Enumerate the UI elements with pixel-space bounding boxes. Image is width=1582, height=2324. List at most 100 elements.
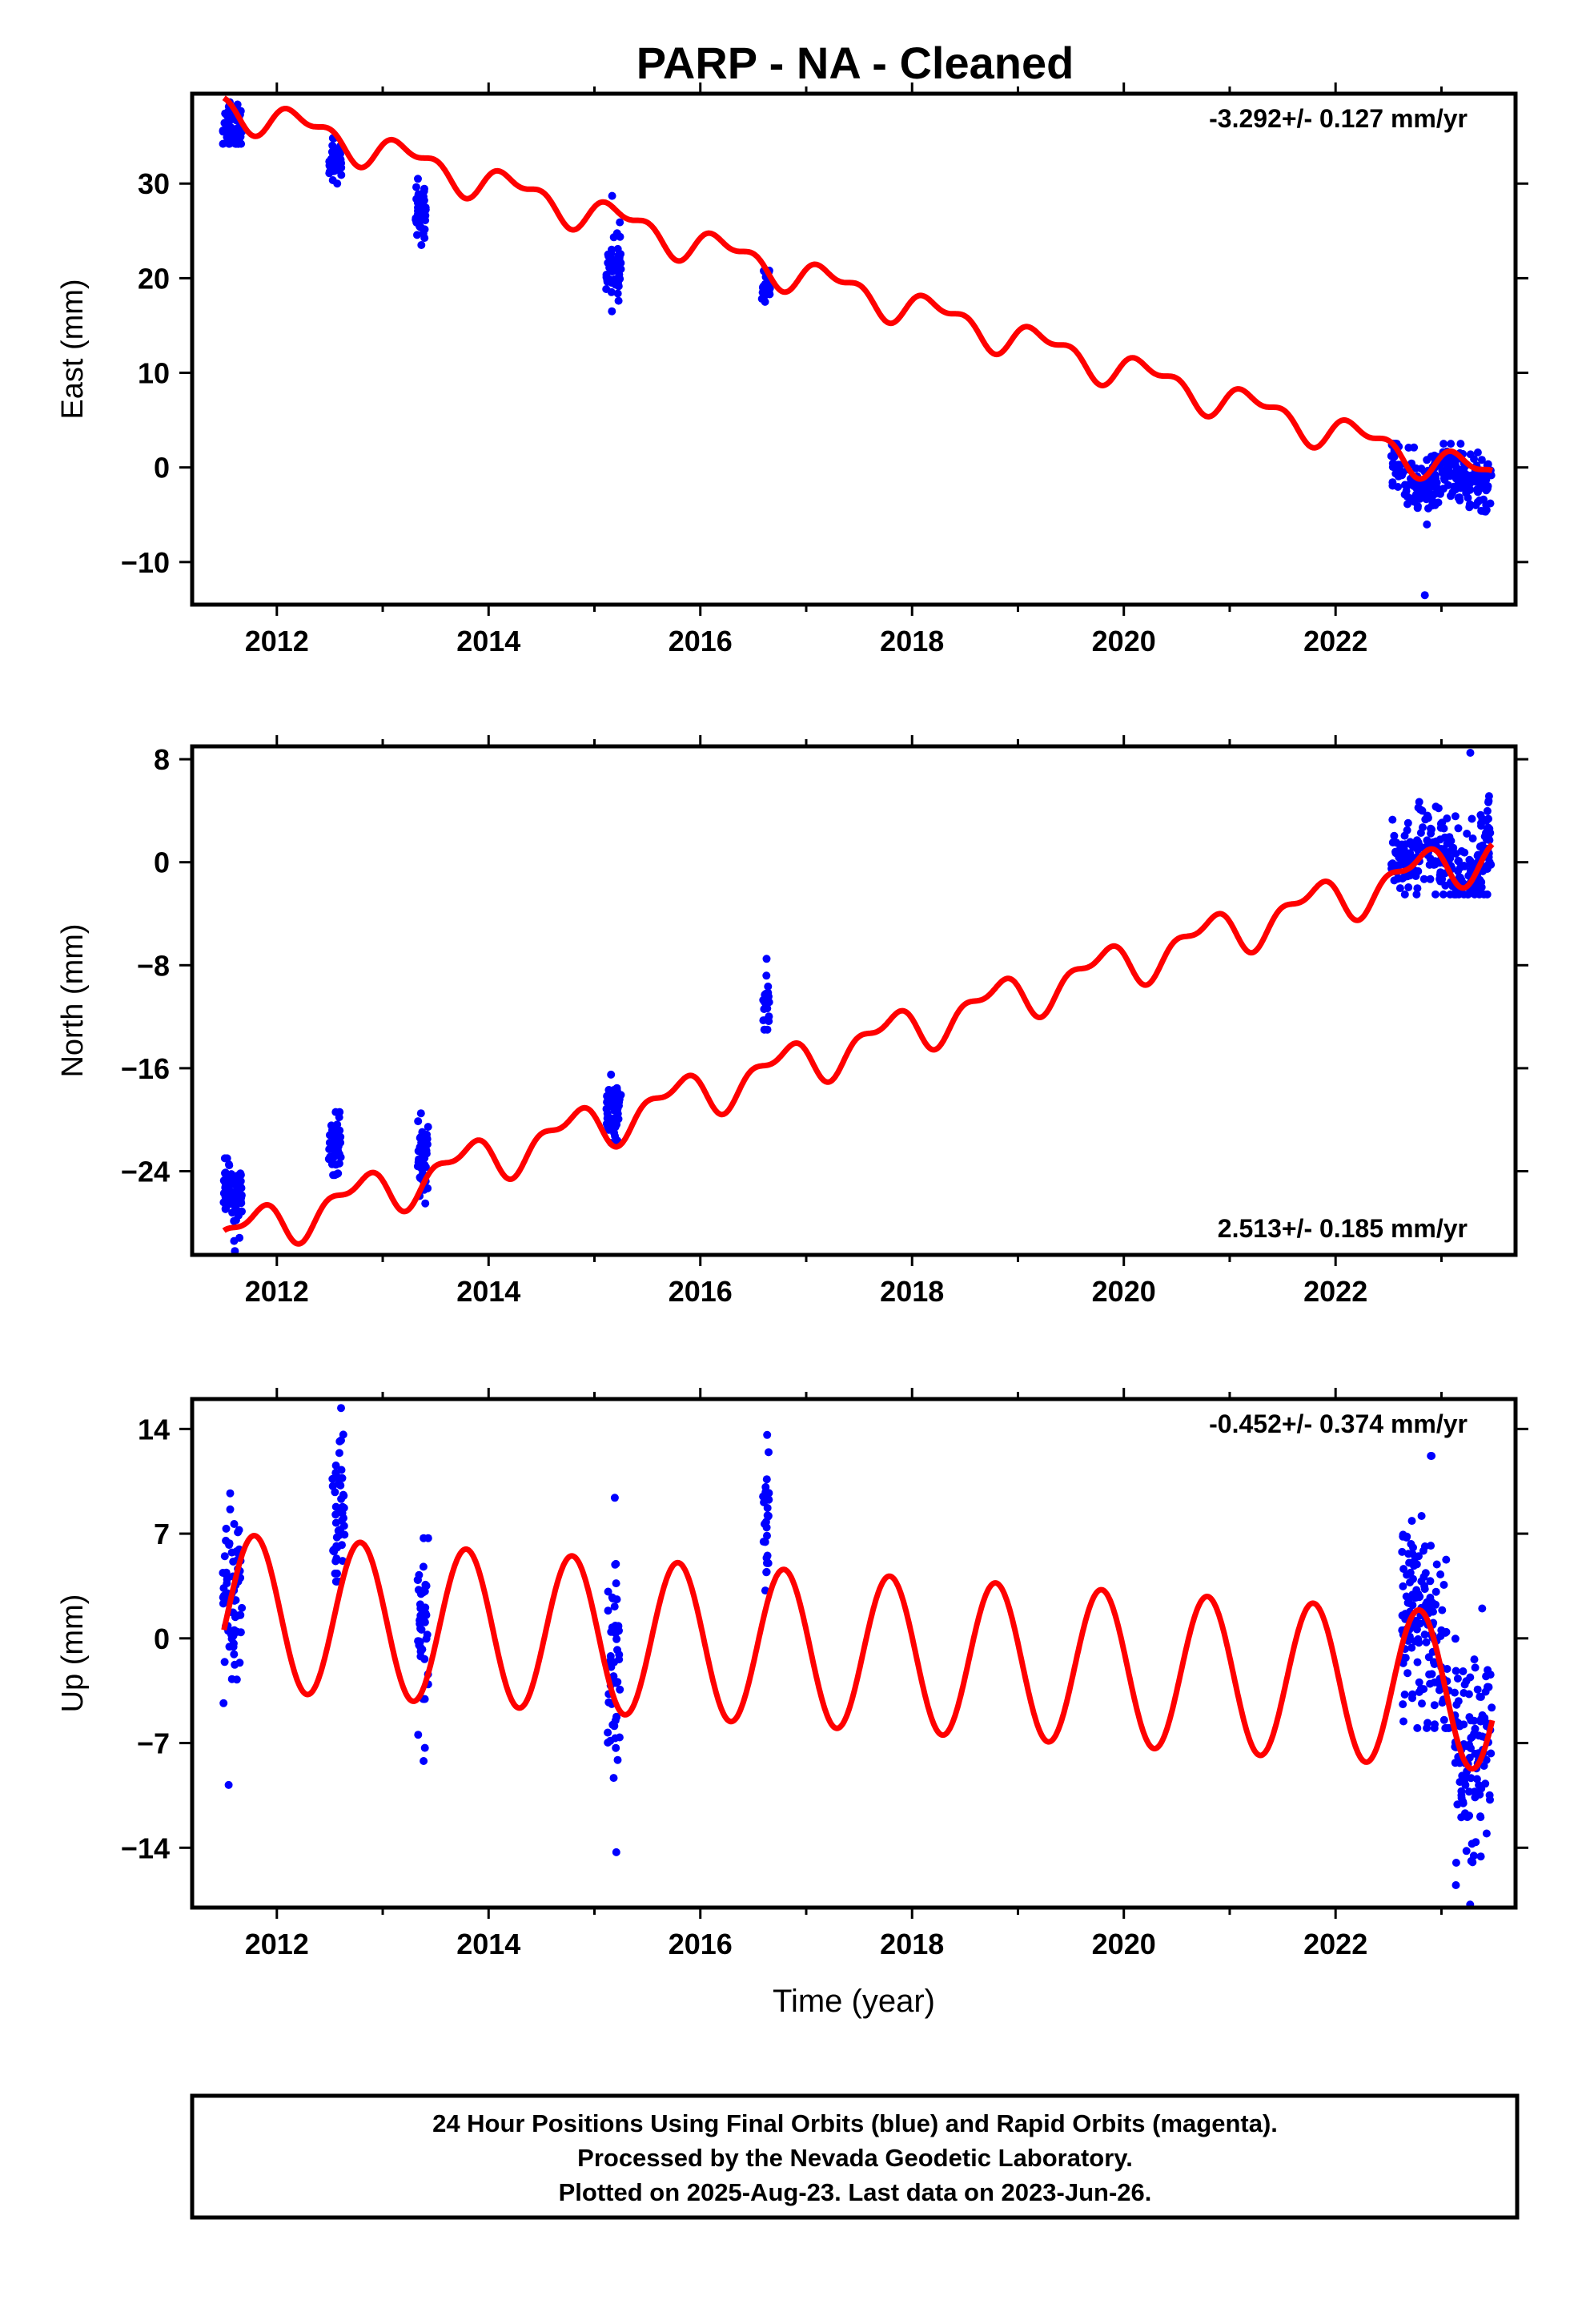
- data-point: [339, 1522, 348, 1530]
- data-point: [1465, 855, 1474, 864]
- data-point: [1431, 1720, 1439, 1729]
- data-point: [337, 171, 346, 179]
- data-point: [223, 126, 232, 135]
- data-point: [616, 1685, 624, 1694]
- data-point: [1456, 863, 1464, 872]
- data-point: [418, 1645, 427, 1654]
- data-point: [1478, 1711, 1487, 1719]
- data-point: [1404, 883, 1413, 891]
- data-point: [333, 179, 342, 188]
- data-point: [762, 990, 771, 999]
- data-point: [1442, 1555, 1451, 1564]
- data-point: [1420, 1585, 1429, 1594]
- data-point: [1431, 890, 1439, 899]
- data-point: [335, 1505, 344, 1514]
- data-point: [337, 1404, 345, 1413]
- data-point: [328, 1126, 336, 1135]
- data-point: [336, 1481, 345, 1490]
- data-point: [1467, 1856, 1476, 1865]
- x-tick-label: 2022: [1303, 625, 1367, 657]
- data-point: [616, 1091, 625, 1100]
- data-point: [1473, 885, 1482, 894]
- data-point: [1457, 1794, 1466, 1803]
- data-point: [1403, 1669, 1412, 1678]
- x-tick-label: 2012: [245, 1928, 309, 1960]
- x-tick-label: 2012: [245, 1275, 309, 1308]
- x-tick-label: 2018: [880, 625, 944, 657]
- data-point: [1388, 459, 1397, 468]
- data-point: [1413, 1723, 1422, 1732]
- data-point: [1432, 1560, 1441, 1569]
- data-point: [412, 183, 420, 191]
- data-point: [616, 259, 624, 268]
- data-point: [1395, 849, 1404, 858]
- data-point: [608, 307, 616, 316]
- data-point: [1462, 1847, 1471, 1856]
- data-point: [1455, 857, 1463, 865]
- data-point: [1439, 824, 1448, 833]
- data-point: [1461, 1780, 1470, 1789]
- chart-title: PARP - NA - Cleaned: [636, 38, 1074, 88]
- data-point: [1452, 1881, 1460, 1889]
- data-point: [603, 277, 612, 286]
- data-point: [1420, 1542, 1429, 1550]
- data-point: [612, 1848, 620, 1856]
- footer-line-2: Processed by the Nevada Geodetic Laborat…: [577, 2144, 1133, 2172]
- y-tick-label: 20: [138, 262, 170, 295]
- data-point: [236, 1196, 245, 1205]
- data-point: [761, 1538, 769, 1546]
- data-point: [1438, 1606, 1447, 1614]
- data-point: [1464, 1787, 1473, 1796]
- x-tick-label: 2014: [456, 1275, 520, 1308]
- y-axis-label: Up (mm): [56, 1594, 90, 1713]
- data-points: [219, 98, 1496, 600]
- data-point: [420, 1617, 428, 1626]
- data-point: [1398, 1547, 1407, 1556]
- y-tick-label: −14: [121, 1831, 170, 1864]
- data-point: [1407, 841, 1416, 850]
- data-point: [1465, 1811, 1474, 1820]
- data-point: [1464, 475, 1472, 484]
- data-point: [328, 1474, 337, 1483]
- data-point: [1419, 1573, 1428, 1582]
- data-point: [603, 1098, 612, 1107]
- data-point: [1407, 1517, 1416, 1526]
- data-point: [1451, 1688, 1459, 1697]
- data-point: [614, 296, 623, 305]
- data-point: [1418, 806, 1427, 815]
- data-point: [1413, 884, 1422, 893]
- data-point: [417, 1626, 426, 1634]
- info-box-frame: [190, 2093, 1520, 2220]
- data-point: [1427, 1452, 1436, 1460]
- data-point: [607, 1663, 616, 1671]
- data-point: [602, 1120, 611, 1128]
- data-point: [414, 1117, 423, 1126]
- data-point: [1439, 440, 1448, 448]
- data-point: [1400, 480, 1409, 489]
- data-point: [762, 971, 771, 980]
- data-point: [1426, 1577, 1435, 1586]
- data-point: [1460, 890, 1468, 899]
- data-point: [422, 1582, 431, 1590]
- data-point: [1423, 1723, 1431, 1732]
- y-tick-label: 10: [138, 357, 170, 390]
- data-point: [1421, 485, 1430, 494]
- data-point: [612, 1595, 621, 1604]
- data-point: [763, 1025, 772, 1034]
- data-point: [1407, 1592, 1415, 1601]
- data-point: [1439, 890, 1447, 899]
- data-point: [236, 1628, 245, 1637]
- data-point: [611, 1560, 620, 1569]
- data-point: [1436, 1570, 1445, 1578]
- x-tick-label: 2020: [1092, 1275, 1156, 1308]
- data-point: [1473, 448, 1482, 456]
- data-point: [1430, 860, 1438, 869]
- data-point: [330, 1545, 339, 1554]
- data-point: [335, 1437, 344, 1445]
- data-point: [416, 1638, 424, 1647]
- data-point: [1395, 884, 1404, 893]
- y-tick-label: −24: [121, 1156, 170, 1188]
- data-point: [1466, 749, 1475, 757]
- data-point: [231, 1202, 240, 1211]
- data-point: [413, 231, 421, 239]
